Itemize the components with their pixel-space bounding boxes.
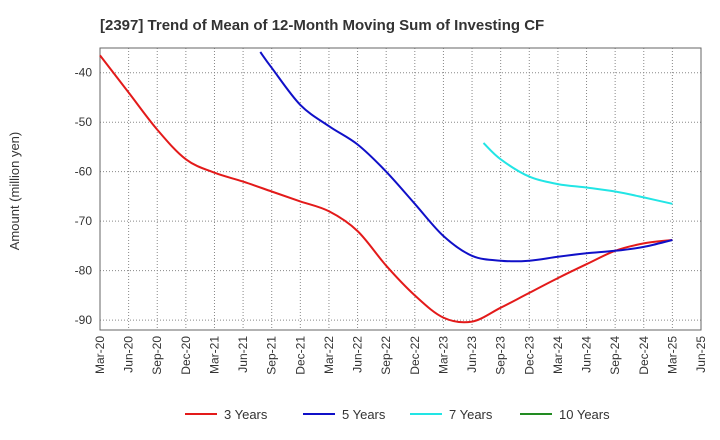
y-tick-label: -40 <box>75 66 93 80</box>
x-tick-label: Jun-25 <box>694 336 708 373</box>
x-tick-label: Dec-21 <box>293 336 307 375</box>
legend: 3 Years 5 Years 7 Years 10 Years <box>185 407 610 422</box>
x-tick-label: Mar-21 <box>207 336 221 374</box>
gridlines <box>100 48 701 330</box>
x-tick-label: Jun-24 <box>580 336 594 373</box>
x-tick-label: Mar-22 <box>322 336 336 374</box>
plot-area <box>99 47 702 331</box>
x-tick-label: Mar-20 <box>93 336 107 374</box>
x-tick-label: Mar-25 <box>665 336 679 374</box>
x-tick-label: Sep-23 <box>494 336 508 375</box>
x-tick-label: Dec-23 <box>522 336 536 375</box>
x-tick-label: Jun-23 <box>465 336 479 373</box>
series-line-7-years <box>482 142 673 205</box>
series-line-5-years <box>259 51 673 263</box>
y-axis-ticks: -40 -50 -60 -70 -80 -90 <box>75 66 93 327</box>
y-tick-label: -70 <box>75 214 93 228</box>
y-tick-label: -90 <box>75 313 93 327</box>
x-tick-label: Mar-23 <box>436 336 450 374</box>
x-tick-label: Jun-20 <box>122 336 136 373</box>
y-axis-label: Amount (million yen) <box>7 132 22 251</box>
x-tick-label: Dec-24 <box>637 336 651 375</box>
x-tick-label: Jun-22 <box>351 336 365 373</box>
legend-label-10-years: 10 Years <box>559 407 610 422</box>
chart-title: [2397] Trend of Mean of 12-Month Moving … <box>100 17 544 34</box>
x-tick-label: Jun-21 <box>236 336 250 373</box>
y-tick-label: -60 <box>75 165 93 179</box>
series-lines <box>99 51 673 324</box>
legend-label-3-years: 3 Years <box>224 407 268 422</box>
x-tick-label: Mar-24 <box>551 336 565 374</box>
legend-label-7-years: 7 Years <box>449 407 493 422</box>
y-tick-label: -50 <box>75 115 93 129</box>
legend-label-5-years: 5 Years <box>342 407 386 422</box>
x-axis-ticks: Mar-20 Jun-20 Sep-20 Dec-20 Mar-21 Jun-21 Sep-… <box>93 336 708 375</box>
x-tick-label: Sep-20 <box>150 336 164 375</box>
x-tick-label: Dec-22 <box>408 336 422 375</box>
series-line-3-years <box>99 54 673 324</box>
y-tick-label: -80 <box>75 264 93 278</box>
x-tick-label: Dec-20 <box>179 336 193 375</box>
x-tick-label: Sep-22 <box>379 336 393 375</box>
x-tick-label: Sep-24 <box>608 336 622 375</box>
x-tick-label: Sep-21 <box>265 336 279 375</box>
